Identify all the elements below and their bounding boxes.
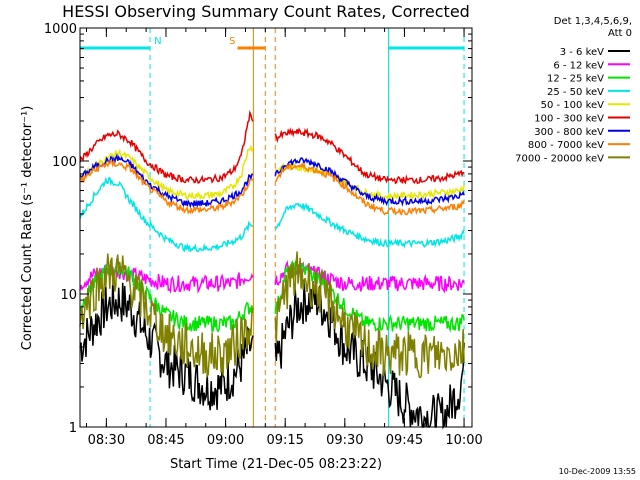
legend-label: 50 - 100 keV bbox=[541, 100, 605, 111]
series-layer bbox=[79, 109, 465, 430]
x-tick-label: 09:30 bbox=[326, 433, 363, 448]
series-line bbox=[275, 161, 465, 216]
legend-header: Det 1,3,4,5,6,9, bbox=[554, 16, 632, 27]
legend-label: 300 - 800 keV bbox=[534, 127, 604, 138]
legend-header: Att 0 bbox=[608, 28, 632, 39]
plot-frame bbox=[79, 27, 473, 428]
x-tick-label: 10:00 bbox=[445, 433, 482, 448]
series-line bbox=[79, 280, 254, 411]
marker-label: S bbox=[229, 36, 235, 47]
y-tick-label: 1000 bbox=[44, 22, 77, 37]
series-line bbox=[274, 259, 465, 334]
legend-label: 7000 - 20000 keV bbox=[515, 153, 604, 164]
series-line bbox=[79, 109, 254, 184]
legend-label: 800 - 7000 keV bbox=[528, 140, 604, 151]
chart-title: HESSI Observing Summary Count Rates, Cor… bbox=[62, 2, 470, 21]
x-axis-label: Start Time (21-Dec-05 08:23:22) bbox=[170, 457, 382, 472]
series-line bbox=[274, 251, 465, 379]
series-line bbox=[79, 253, 254, 379]
marker-label: N bbox=[154, 36, 161, 47]
legend-label: 25 - 50 keV bbox=[547, 87, 604, 98]
y-tick-label: 10 bbox=[60, 288, 77, 303]
timestamp: 10-Dec-2009 13:55 bbox=[559, 467, 636, 476]
series-line bbox=[79, 176, 254, 253]
y-tick-label: 1 bbox=[69, 421, 77, 436]
legend-label: 12 - 25 keV bbox=[547, 74, 604, 85]
series-line bbox=[274, 127, 465, 185]
legend-label: 100 - 300 keV bbox=[534, 114, 604, 125]
series-line bbox=[274, 202, 465, 249]
series-line bbox=[79, 158, 254, 215]
y-axis-label: Corrected Count Rate (s⁻¹ detector⁻¹) bbox=[20, 106, 35, 351]
x-tick-label: 09:00 bbox=[207, 433, 244, 448]
legend-label: 6 - 12 keV bbox=[553, 60, 604, 71]
x-tick-label: 08:30 bbox=[88, 433, 125, 448]
x-tick-label: 09:15 bbox=[266, 433, 303, 448]
x-tick-label: 09:45 bbox=[386, 433, 423, 448]
x-tick-label: 08:45 bbox=[147, 433, 184, 448]
axes: 1 10 100 1000 08:30 08:45 09:00 09:15 09:30 09:45… bbox=[44, 22, 483, 448]
legend-label: 3 - 6 keV bbox=[560, 47, 604, 58]
legend: Det 1,3,4,5,6,9,Att 0 3 - 6 keV 6 - 12 keV… bbox=[515, 16, 632, 164]
series-line bbox=[79, 144, 254, 201]
series-line bbox=[274, 157, 465, 207]
y-tick-label: 100 bbox=[52, 155, 77, 170]
